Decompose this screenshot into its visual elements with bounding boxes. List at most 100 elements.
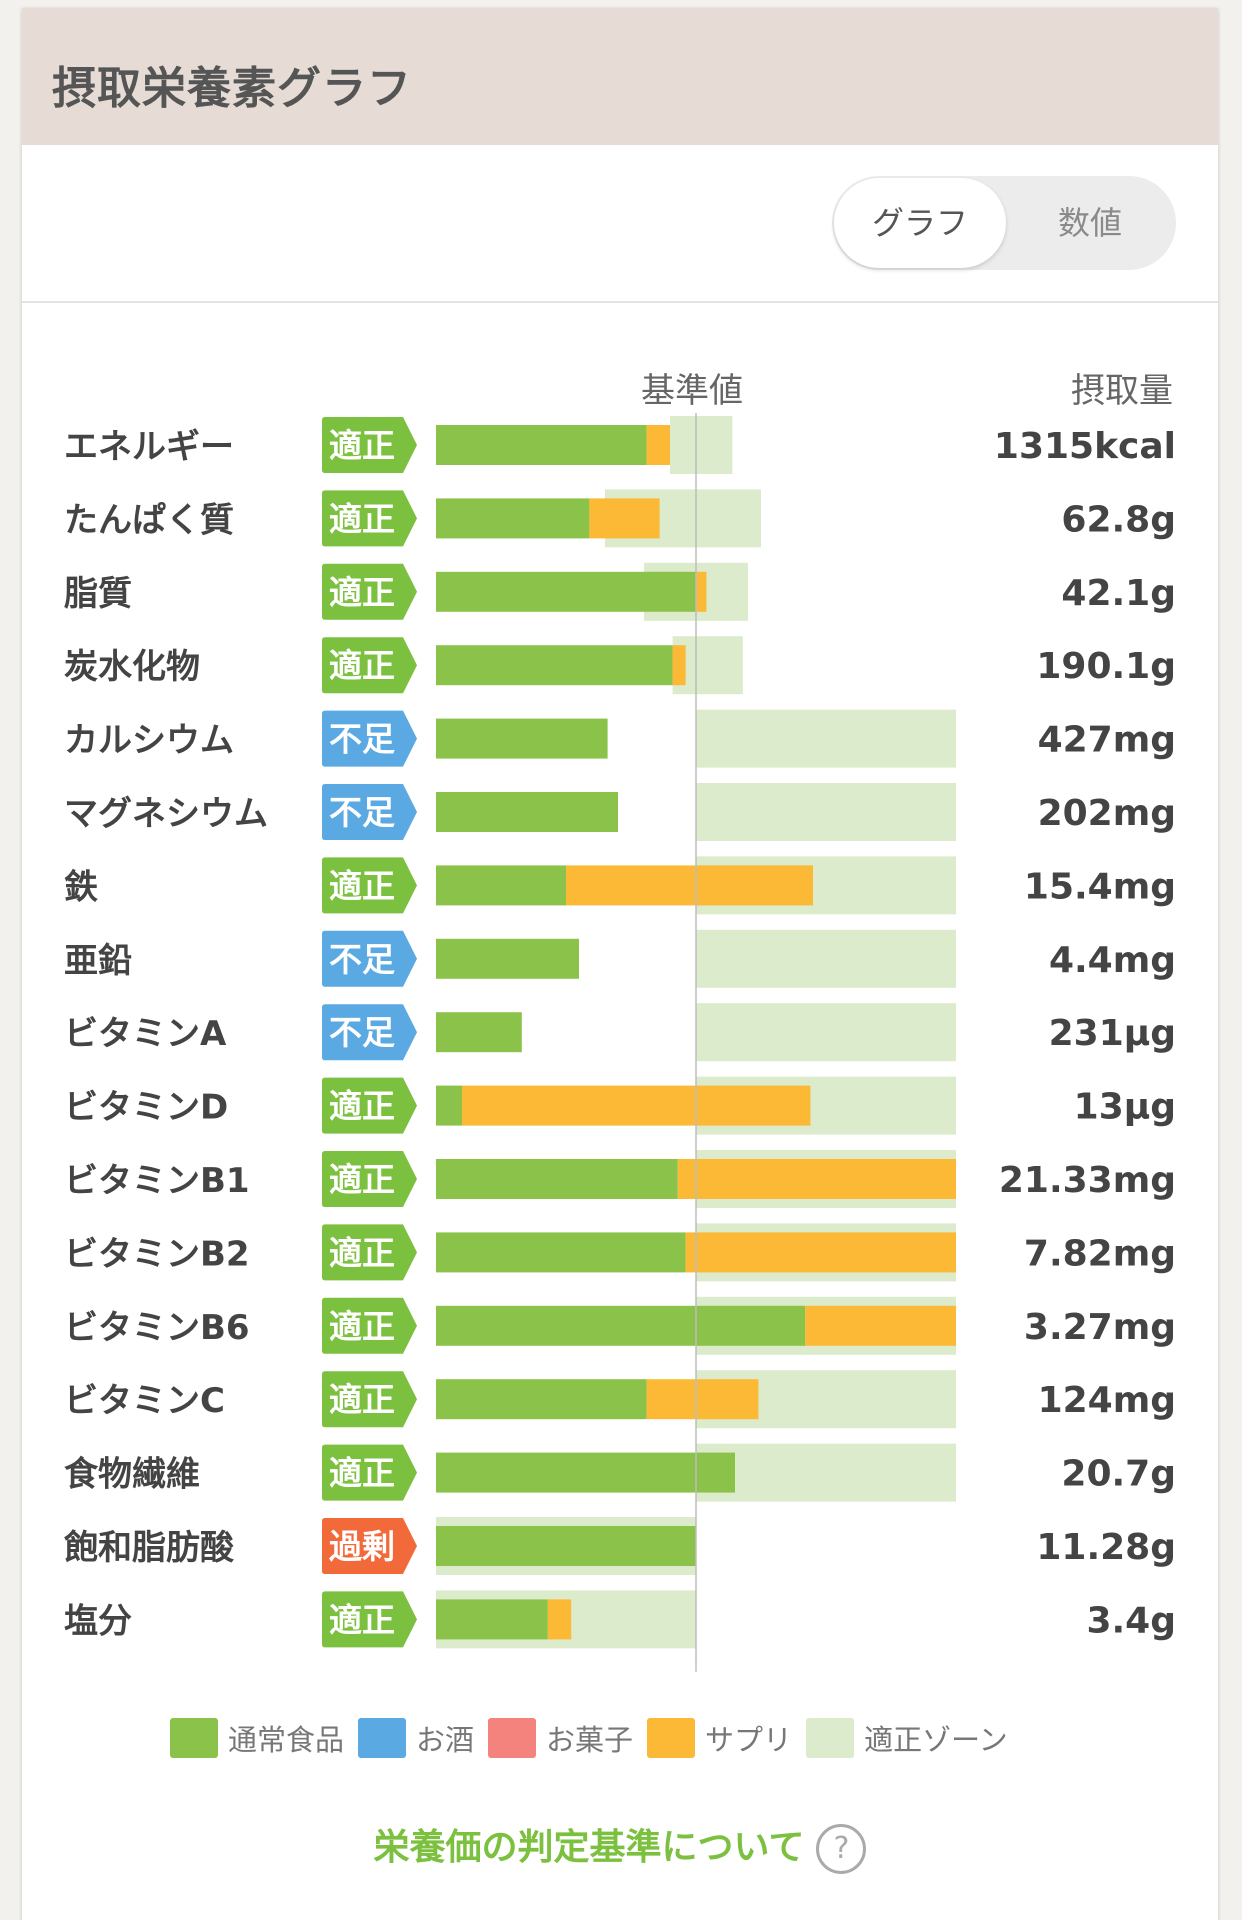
normal-food-bar bbox=[436, 718, 608, 759]
status-badge-text: 適正 bbox=[329, 866, 395, 905]
supplement-bar bbox=[677, 1159, 956, 1199]
legend-swatch bbox=[358, 1718, 407, 1758]
supplement-bar bbox=[805, 1305, 956, 1346]
help-icon[interactable]: ? bbox=[816, 1824, 867, 1874]
standard-column-header: 基準値 bbox=[641, 371, 743, 411]
intake-value: 7.82mg bbox=[1024, 1233, 1176, 1274]
normal-food-bar bbox=[436, 1232, 686, 1273]
view-toggle[interactable]: グラフ 数値 bbox=[832, 176, 1176, 270]
legend-swatch bbox=[488, 1718, 537, 1758]
supplement-bar bbox=[462, 1085, 811, 1126]
supplement-bar bbox=[672, 645, 686, 686]
intake-value: 3.4g bbox=[1086, 1600, 1176, 1641]
status-badge-text: 適正 bbox=[329, 646, 395, 685]
status-badge-text: 不足 bbox=[329, 720, 395, 759]
criteria-link-text[interactable]: 栄養価の判定基準について bbox=[373, 1827, 805, 1868]
nutrient-label: たんぱく質 bbox=[64, 500, 234, 540]
proper-zone-bar bbox=[670, 416, 733, 474]
normal-food-bar bbox=[436, 938, 579, 979]
proper-zone-bar bbox=[696, 709, 956, 768]
status-badge bbox=[322, 490, 417, 547]
nutrient-label: 脂質 bbox=[64, 574, 132, 614]
intake-column-header: 摂取量 bbox=[1071, 371, 1173, 411]
status-badge bbox=[322, 1591, 417, 1648]
legend-item: 通常食品 bbox=[170, 1717, 344, 1759]
legend-item: お酒 bbox=[358, 1717, 474, 1759]
nutrient-label: ビタミンC bbox=[64, 1381, 225, 1421]
supplement-bar bbox=[646, 1379, 759, 1420]
proper-zone-bar bbox=[696, 783, 956, 841]
nutrient-label: カルシウム bbox=[64, 721, 234, 761]
intake-value: 231μg bbox=[1049, 1013, 1176, 1054]
supplement-bar bbox=[696, 571, 707, 612]
supplement-bar bbox=[547, 1599, 572, 1640]
normal-food-bar bbox=[436, 792, 618, 832]
nutrient-label: エネルギー bbox=[64, 427, 234, 467]
normal-food-bar bbox=[436, 425, 647, 465]
proper-zone-bar bbox=[696, 1443, 956, 1502]
status-badge bbox=[322, 930, 417, 987]
intake-value: 1315kcal bbox=[994, 426, 1176, 467]
normal-food-bar bbox=[436, 1452, 735, 1493]
intake-value: 15.4mg bbox=[1024, 866, 1176, 907]
intake-value: 20.7g bbox=[1061, 1454, 1176, 1495]
nutrient-label: 亜鉛 bbox=[64, 941, 132, 981]
normal-food-bar bbox=[436, 1305, 806, 1346]
nutrient-label: 飽和脂肪酸 bbox=[64, 1528, 235, 1568]
status-badge-text: 適正 bbox=[329, 573, 395, 612]
status-badge bbox=[322, 1444, 417, 1501]
legend-swatch bbox=[647, 1718, 696, 1758]
nutrient-label: 鉄 bbox=[64, 867, 98, 907]
status-badge-text: 不足 bbox=[329, 1013, 395, 1052]
status-badge-text: 適正 bbox=[329, 426, 395, 465]
status-badge-text: 適正 bbox=[329, 1380, 395, 1419]
status-badge bbox=[322, 857, 417, 914]
nutrient-label: ビタミンD bbox=[64, 1088, 228, 1128]
intake-value: 21.33mg bbox=[999, 1160, 1176, 1201]
normal-food-bar bbox=[436, 1379, 647, 1420]
status-badge-text: 適正 bbox=[329, 1454, 395, 1493]
legend-swatch bbox=[170, 1718, 218, 1758]
proper-zone-bar bbox=[696, 929, 956, 988]
criteria-link[interactable]: 栄養価の判定基準について? bbox=[22, 1818, 1218, 1874]
supplement-bar bbox=[566, 865, 813, 906]
intake-value: 11.28g bbox=[1036, 1527, 1176, 1568]
status-badge bbox=[322, 1371, 417, 1428]
intake-value: 3.27mg bbox=[1024, 1307, 1176, 1348]
legend-swatch bbox=[806, 1718, 855, 1758]
status-badge bbox=[322, 784, 417, 840]
divider bbox=[22, 301, 1218, 303]
intake-value: 190.1g bbox=[1036, 646, 1176, 687]
normal-food-bar bbox=[436, 1159, 678, 1199]
normal-food-bar bbox=[436, 571, 696, 612]
status-badge-text: 不足 bbox=[329, 940, 395, 979]
toggle-graph-button[interactable]: グラフ bbox=[834, 178, 1006, 268]
legend: 通常食品 お酒 お菓子 サプリ 適正ゾーン bbox=[170, 1716, 1022, 1760]
intake-value: 13μg bbox=[1074, 1087, 1176, 1128]
nutrient-label: ビタミンB1 bbox=[64, 1161, 250, 1201]
normal-food-bar bbox=[436, 1012, 522, 1053]
status-badge-text: 適正 bbox=[329, 1307, 395, 1346]
supplement-bar bbox=[646, 425, 670, 465]
status-badge-text: 適正 bbox=[329, 1087, 395, 1126]
legend-item: 適正ゾーン bbox=[806, 1717, 1008, 1759]
normal-food-bar bbox=[436, 645, 673, 686]
toggle-number-button[interactable]: 数値 bbox=[1057, 204, 1122, 242]
intake-value: 124mg bbox=[1038, 1380, 1176, 1421]
nutrient-label: ビタミンB2 bbox=[64, 1234, 250, 1274]
status-badge bbox=[322, 1224, 417, 1281]
legend-label: 適正ゾーン bbox=[864, 1723, 1008, 1757]
nutrient-graph-card: 摂取栄養素グラフ グラフ 数値 基準値 摂取量 エネルギー 適正 1315kcal た… bbox=[22, 8, 1218, 1920]
nutrient-label: 食物繊維 bbox=[64, 1455, 200, 1495]
supplement-bar bbox=[589, 498, 660, 539]
proper-zone-bar bbox=[696, 1003, 956, 1062]
nutrient-label: ビタミンB6 bbox=[64, 1308, 250, 1348]
status-badge bbox=[322, 1151, 417, 1207]
status-badge-text: 適正 bbox=[329, 1160, 395, 1199]
normal-food-bar bbox=[436, 1085, 462, 1126]
status-badge bbox=[322, 1518, 417, 1574]
nutrient-label: ビタミンA bbox=[64, 1014, 227, 1054]
normal-food-bar bbox=[436, 1599, 548, 1640]
card-header: 摂取栄養素グラフ bbox=[22, 8, 1218, 145]
